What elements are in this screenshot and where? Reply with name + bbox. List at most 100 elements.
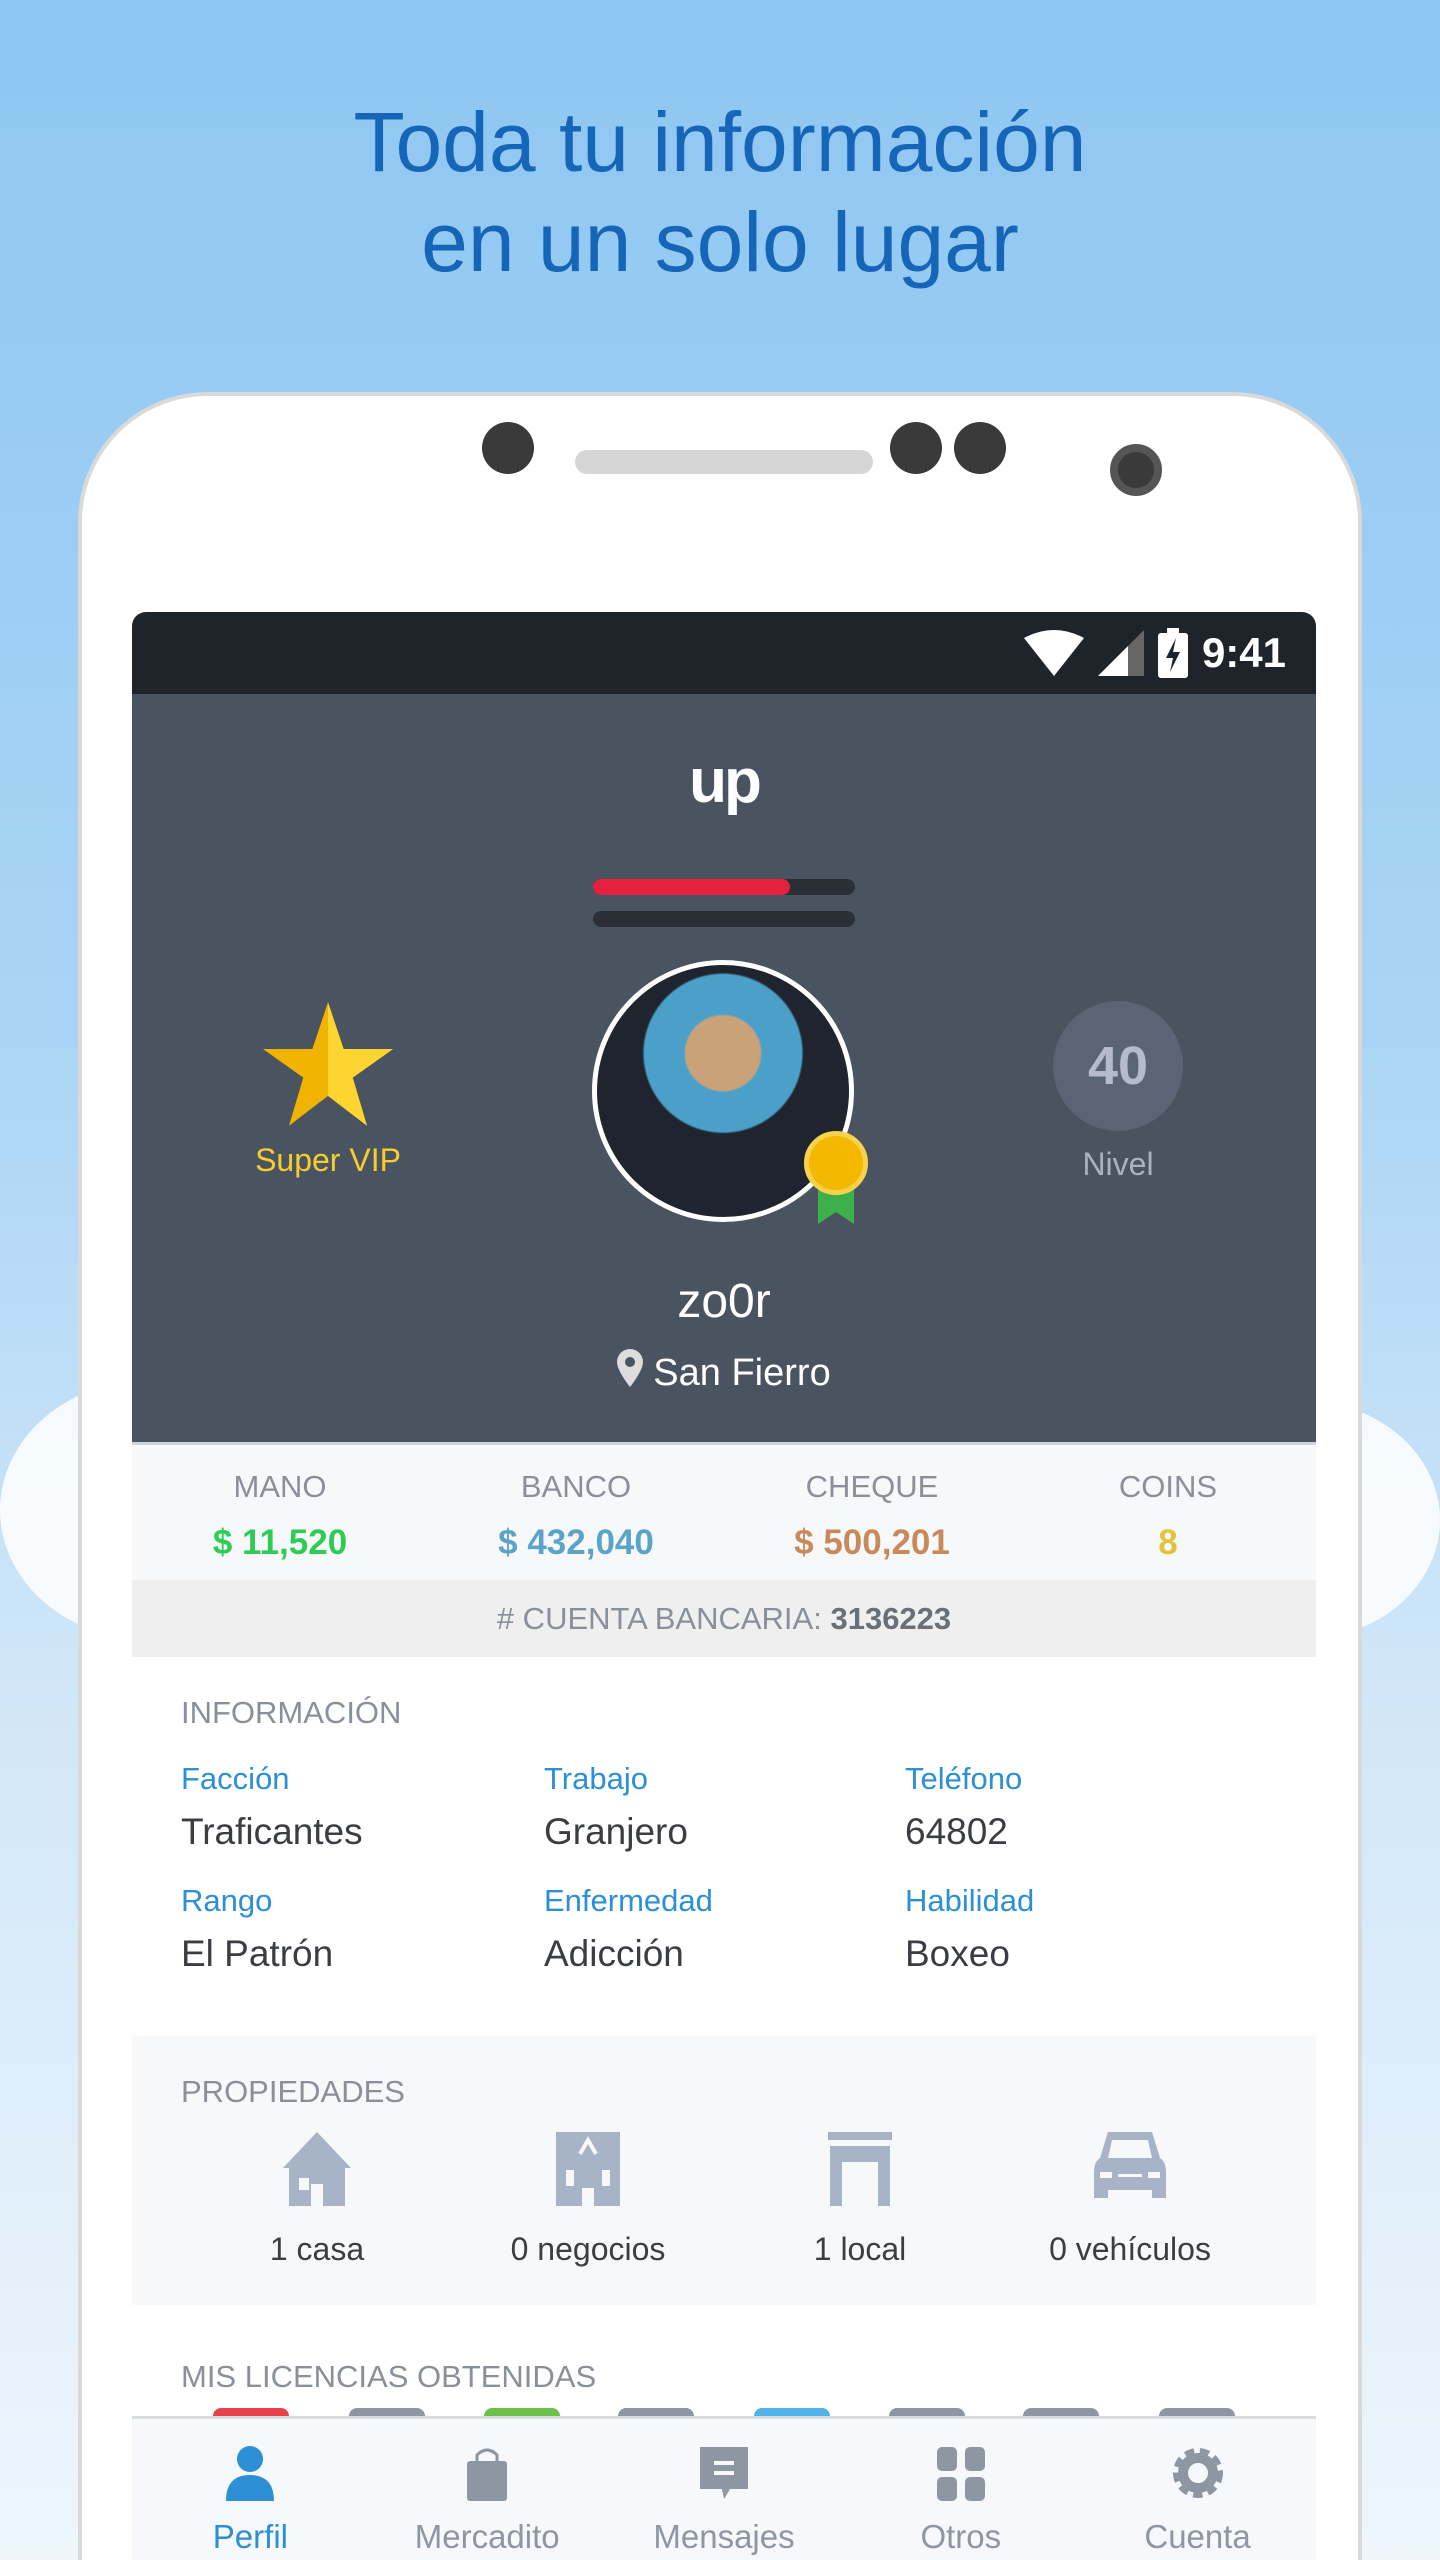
info-field: Enfermedad Adicción xyxy=(544,1883,713,1975)
info-field-value: Adicción xyxy=(544,1933,684,1974)
stat-value: $ 500,201 xyxy=(794,1523,950,1562)
sensor-dot xyxy=(890,422,942,474)
stat-label: CHEQUE xyxy=(805,1469,939,1504)
nav-label: Mercadito xyxy=(414,2518,560,2555)
property-item: 0 vehículos xyxy=(1010,2128,1250,2268)
app-logo: up xyxy=(689,747,762,816)
info-field-value: Boxeo xyxy=(905,1933,1010,1974)
status-bar: 9:41 xyxy=(132,612,1316,694)
info-field-label: Habilidad xyxy=(905,1883,1035,1918)
health-bar-fill xyxy=(593,879,790,895)
signal-icon xyxy=(1097,630,1144,676)
money-stats: MANO $ 11,520 BANCO $ 432,040 CHEQUE $ 500,20… xyxy=(132,1442,1316,1580)
info-field: Rango El Patrón xyxy=(181,1883,333,1975)
info-field: Trabajo Granjero xyxy=(544,1761,688,1853)
level-badge: 40 xyxy=(1053,1001,1183,1131)
licenses-heading: MIS LICENCIAS OBTENIDAS xyxy=(181,2359,597,2394)
nav-mercadito[interactable]: Mercadito xyxy=(369,2419,606,2560)
armor-bar xyxy=(593,911,855,927)
license-badge[interactable] xyxy=(1023,2408,1099,2416)
license-badge[interactable] xyxy=(618,2408,694,2416)
camera-icon xyxy=(1110,444,1162,496)
info-field-value: El Patrón xyxy=(181,1933,334,1974)
stat-mano: MANO $ 11,520 xyxy=(132,1445,428,1580)
info-field-value: Traficantes xyxy=(181,1811,363,1852)
bank-account: # CUENTA BANCARIA: 3136223 xyxy=(132,1580,1316,1657)
property-item: 1 casa xyxy=(197,2128,437,2268)
clock: 9:41 xyxy=(1201,629,1286,676)
medal-icon xyxy=(804,1131,868,1195)
message-icon xyxy=(606,2445,843,2508)
license-badge[interactable] xyxy=(754,2408,830,2416)
stat-value: $ 11,520 xyxy=(212,1523,348,1562)
sensor-dot xyxy=(482,422,534,474)
nav-perfil[interactable]: Perfil xyxy=(132,2419,369,2560)
house-icon xyxy=(197,2128,437,2213)
info-field-label: Rango xyxy=(181,1883,273,1918)
property-label: 1 casa xyxy=(269,2231,365,2267)
promo-title: Toda tu información en un solo lugar xyxy=(0,92,1440,292)
info-field-label: Trabajo xyxy=(544,1761,648,1796)
stat-coins: COINS 8 xyxy=(1020,1445,1316,1580)
nav-label: Mensajes xyxy=(653,2518,795,2555)
info-field-value: Granjero xyxy=(544,1811,688,1852)
username: zo0r xyxy=(677,1275,771,1328)
stat-cheque: CHEQUE $ 500,201 xyxy=(724,1445,1020,1580)
wifi-icon xyxy=(1023,630,1084,676)
nav-otros[interactable]: Otros xyxy=(842,2419,1079,2560)
bank-account-label: # CUENTA BANCARIA: xyxy=(496,1601,822,1636)
speaker-grille xyxy=(575,450,873,474)
app-screen: 9:41 up Super VIP 40 Nivel zo0r San Fier… xyxy=(132,612,1316,2560)
info-field-label: Enfermedad xyxy=(544,1883,713,1918)
property-item: 0 negocios xyxy=(468,2128,708,2268)
info-field: Teléfono 64802 xyxy=(905,1761,1022,1853)
promo-line-2: en un solo lugar xyxy=(421,195,1019,289)
info-field-value: 64802 xyxy=(905,1811,1008,1852)
nav-mensajes[interactable]: Mensajes xyxy=(606,2419,843,2560)
nav-label: Cuenta xyxy=(1144,2518,1251,2555)
vip-label: Super VIP xyxy=(255,1142,401,1178)
stat-banco: BANCO $ 432,040 xyxy=(428,1445,724,1580)
info-field: Facción Traficantes xyxy=(181,1761,363,1853)
property-label: 0 vehículos xyxy=(1049,2231,1211,2267)
person-icon xyxy=(132,2445,369,2508)
nav-cuenta[interactable]: Cuenta xyxy=(1079,2419,1316,2560)
car-icon xyxy=(1010,2128,1250,2213)
nav-label: Otros xyxy=(920,2518,1002,2555)
info-field-label: Facción xyxy=(181,1761,290,1796)
sensor-dot xyxy=(954,422,1006,474)
store-icon xyxy=(740,2128,980,2213)
info-heading: INFORMACIÓN xyxy=(181,1695,402,1730)
license-badge[interactable] xyxy=(213,2408,289,2416)
stat-value: $ 432,040 xyxy=(498,1523,654,1562)
health-bar xyxy=(593,879,855,895)
star-icon xyxy=(263,1002,393,1126)
location-text: San Fierro xyxy=(653,1352,831,1394)
properties-section: PROPIEDADES 1 casa 0 negocios 1 local 0 veh… xyxy=(132,2036,1316,2305)
license-badge[interactable] xyxy=(349,2408,425,2416)
profile-header: up Super VIP 40 Nivel zo0r San Fierro xyxy=(132,694,1316,1442)
building-icon xyxy=(468,2128,708,2213)
info-field: Habilidad Boxeo xyxy=(905,1883,1034,1975)
battery-icon xyxy=(1157,628,1188,678)
license-badge[interactable] xyxy=(1159,2408,1235,2416)
location-pin-icon xyxy=(617,1349,644,1387)
promo-line-1: Toda tu información xyxy=(353,95,1087,189)
license-badge[interactable] xyxy=(889,2408,965,2416)
stat-label: BANCO xyxy=(520,1469,632,1504)
stat-value: 8 xyxy=(1158,1523,1178,1562)
properties-heading: PROPIEDADES xyxy=(181,2074,405,2109)
bottom-nav: Perfil Mercadito Mensajes Otros Cuenta xyxy=(132,2416,1316,2560)
info-section: INFORMACIÓN Facción Traficantes Trabajo Gra… xyxy=(132,1657,1316,2036)
license-badge[interactable] xyxy=(484,2408,560,2416)
stat-label: COINS xyxy=(1118,1469,1218,1504)
stat-label: MANO xyxy=(233,1469,327,1504)
info-field-label: Teléfono xyxy=(905,1761,1023,1796)
property-item: 1 local xyxy=(740,2128,980,2268)
shopping-bag-icon xyxy=(369,2445,606,2508)
licenses-section: MIS LICENCIAS OBTENIDAS xyxy=(132,2305,1316,2416)
gear-icon xyxy=(1079,2445,1316,2508)
location: San Fierro xyxy=(132,1349,1316,1395)
level-label: Nivel xyxy=(1082,1146,1154,1182)
grid-icon xyxy=(842,2445,1079,2508)
